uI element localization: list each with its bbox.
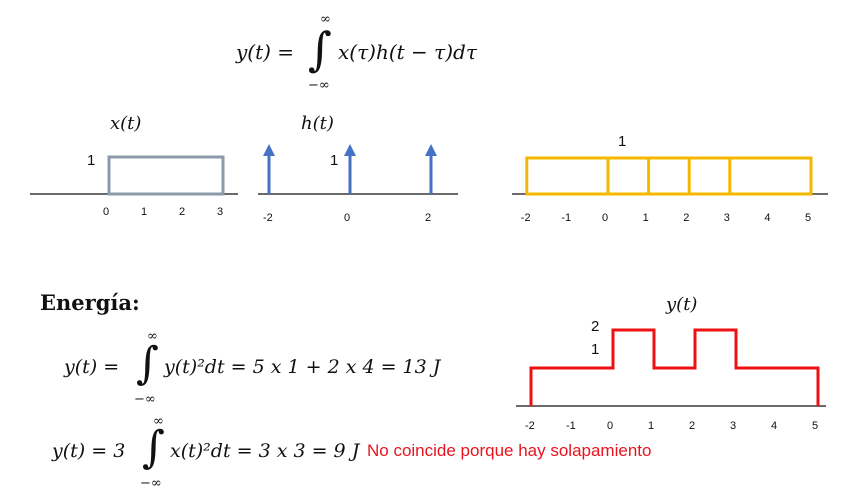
integral-sign: ∫ (308, 22, 332, 76)
y-plot-tick-label: 0 (607, 420, 614, 432)
conv-formula-lhs: y(t) = (236, 40, 295, 64)
y-plot-tick-label: 3 (730, 420, 737, 432)
conv-plot-tick-label: -1 (561, 212, 572, 224)
energy-eq1-upper-limit: ∞ (147, 329, 158, 344)
overlap-note: No coincide porque hay solapamiento (367, 441, 652, 460)
x-plot-tick-label: 0 (103, 206, 110, 218)
x-plot-rectangle (107, 155, 225, 196)
conv-plot-tick-label: 3 (723, 212, 730, 224)
h-plot-label: h(t) (301, 113, 334, 134)
x-plot-tick-label: 2 (179, 206, 186, 218)
y-plot-tick-label: 2 (689, 420, 696, 432)
h-plot-tick-label: 2 (425, 212, 432, 224)
x-plot-tick-label: 1 (141, 206, 148, 218)
y-plot-tick-label: 4 (771, 420, 778, 432)
energy-eq1-lower-limit: −∞ (134, 392, 156, 407)
conv-plot-tick-label: -2 (520, 212, 531, 224)
energy-eq2-upper-limit: ∞ (153, 414, 164, 429)
energy-heading: Energía: (40, 290, 140, 315)
h-plot-tick-label: -2 (263, 212, 273, 224)
y-plot-tick-label: 5 (812, 420, 819, 432)
conv-plot-tick-label: 0 (602, 212, 609, 224)
energy-eq2-lhs: y(t) = 3 (52, 440, 126, 462)
conv-formula-integrand: x(τ)h(t − τ)dτ (338, 40, 477, 64)
conv-plot-boxes (525, 156, 813, 196)
y-plot-amplitude-2: 2 (591, 318, 600, 335)
h-plot-amplitude: 1 (330, 152, 339, 169)
energy-eq1-integrand: y(t)²dt = 5 x 1 + 2 x 4 = 13 J (164, 356, 441, 378)
energy-eq1-lhs: y(t) = (64, 356, 120, 378)
y-plot-amplitude-1: 1 (591, 341, 600, 358)
h-plot-impulses (263, 144, 437, 194)
y-plot-label: y(t) (666, 294, 698, 315)
conv-formula-lower-limit: −∞ (308, 78, 330, 93)
conv-plot-tick-label: 4 (764, 212, 771, 224)
y-plot-staircase (529, 328, 820, 406)
integral-sign: ∫ (136, 338, 159, 389)
conv-plot-tick-label: 1 (642, 212, 649, 224)
x-plot-tick-label: 3 (217, 206, 224, 218)
y-plot-tick-label: -1 (566, 420, 576, 432)
conv-plot-tick-label: 2 (683, 212, 690, 224)
x-plot-amplitude: 1 (87, 152, 96, 169)
conv-plot-amplitude: 1 (618, 133, 627, 150)
energy-eq2-lower-limit: −∞ (140, 476, 162, 491)
energy-eq2-integrand: x(t)²dt = 3 x 3 = 9 J (170, 440, 360, 462)
conv-plot-tick-label: 5 (805, 212, 812, 224)
h-plot-tick-label: 0 (344, 212, 351, 224)
y-plot-tick-label: -2 (525, 420, 535, 432)
x-plot-label: x(t) (110, 113, 142, 134)
conv-outline (525, 156, 813, 196)
y-plot-tick-label: 1 (648, 420, 655, 432)
integral-sign: ∫ (142, 422, 165, 473)
conv-formula-upper-limit: ∞ (320, 12, 331, 27)
